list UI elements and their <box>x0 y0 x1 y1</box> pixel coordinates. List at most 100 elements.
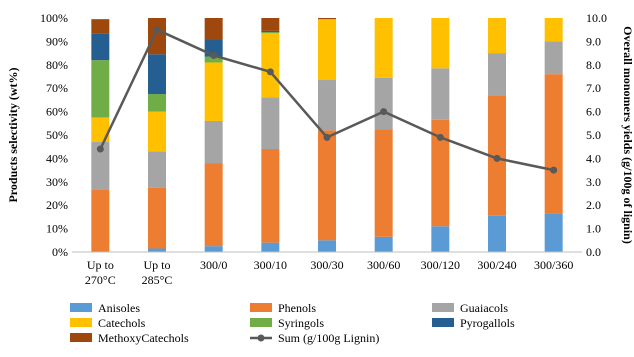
y2-axis-title: Overall monomers yields (g/100g of ligni… <box>621 26 634 244</box>
x-tick-label-line: Up to <box>87 258 114 272</box>
sum-point-4 <box>323 133 331 141</box>
x-tick-label-line: 300/60 <box>367 258 400 272</box>
x-tick-label-line: 300/360 <box>534 258 573 272</box>
sum-point-3 <box>266 68 274 76</box>
y2-tick-label: 4.0 <box>586 151 601 165</box>
x-tick-label: 300/60 <box>367 258 400 272</box>
legend-swatch-pyrogallols <box>432 318 454 327</box>
sum-point-2 <box>210 51 218 59</box>
x-tick-label: 300/30 <box>310 258 343 272</box>
legend-label-guaiacols: Guaiacols <box>460 301 508 315</box>
bar-pyrogallols-3 <box>261 30 280 33</box>
bar-anisoles-8 <box>544 213 563 252</box>
bar-guaiacols-7 <box>488 53 506 96</box>
y-tick-label: 10% <box>46 222 68 236</box>
y-tick-label: 20% <box>46 198 68 212</box>
y2-tick-label: 3.0 <box>586 175 601 189</box>
legend-swatch-anisoles <box>70 303 92 312</box>
bar-methoxycatechols-3 <box>261 18 280 31</box>
bar-methoxycatechols-0 <box>91 19 110 34</box>
bar-catechols-5 <box>374 18 393 78</box>
bar-catechols-4 <box>318 19 336 81</box>
bar-phenols-6 <box>431 119 450 227</box>
bar-syringols-3 <box>261 32 280 34</box>
legend-swatch-syringols <box>250 318 272 327</box>
bar-phenols-1 <box>148 187 166 249</box>
sum-point-1 <box>153 26 161 34</box>
legend-label-anisoles: Anisoles <box>98 301 140 315</box>
x-tick-label: 300/360 <box>534 258 573 272</box>
bar-catechols-3 <box>261 33 280 98</box>
y-axis-title: Products selectivity (wt%) <box>6 67 20 202</box>
x-tick-label: 300/240 <box>477 258 516 272</box>
y-tick-label: 0% <box>52 245 68 259</box>
y-tick-label: 30% <box>46 175 68 189</box>
bar-methoxycatechols-1 <box>148 18 166 55</box>
bar-anisoles-2 <box>204 246 223 252</box>
bar-phenols-4 <box>318 130 336 241</box>
y2-tick-label: 9.0 <box>586 34 601 48</box>
y2-tick-label: 5.0 <box>586 128 601 142</box>
y2-tick-label: 8.0 <box>586 58 601 72</box>
bar-anisoles-7 <box>488 215 506 252</box>
bar-guaiacols-6 <box>431 68 450 120</box>
legend-label-sum: Sum (g/100g Lignin) <box>278 331 379 345</box>
bar-pyrogallols-1 <box>148 54 166 95</box>
legend-label-methoxycatechols: MethoxyCatechols <box>98 331 189 345</box>
sum-point-6 <box>436 133 444 141</box>
bar-syringols-1 <box>148 94 166 112</box>
x-tick-label-line: Up to <box>144 258 171 272</box>
bar-guaiacols-5 <box>374 77 393 130</box>
x-tick-label-line: 300/10 <box>254 258 287 272</box>
bar-anisoles-5 <box>374 236 393 252</box>
bar-phenols-8 <box>544 74 563 214</box>
x-tick-label: 300/10 <box>254 258 287 272</box>
x-tick-label: 300/120 <box>421 258 460 272</box>
y2-tick-label: 6.0 <box>586 105 601 119</box>
bar-catechols-6 <box>431 18 450 69</box>
x-tick-label-line: 300/30 <box>310 258 343 272</box>
legend-marker-sum <box>257 334 265 342</box>
legend-swatch-phenols <box>250 303 272 312</box>
y-tick-label: 80% <box>46 58 68 72</box>
bar-phenols-5 <box>374 129 393 237</box>
sum-point-5 <box>380 108 388 116</box>
bar-catechols-0 <box>91 117 110 143</box>
bar-guaiacols-4 <box>318 80 336 131</box>
legend-swatch-catechols <box>70 318 92 327</box>
bar-guaiacols-3 <box>261 97 280 150</box>
bar-methoxycatechols-2 <box>204 18 223 40</box>
bar-methoxycatechols-4 <box>318 18 336 20</box>
y-tick-label: 100% <box>40 11 68 25</box>
legend-label-pyrogallols: Pyrogallols <box>460 316 515 330</box>
x-tick-label-line: 300/240 <box>477 258 516 272</box>
legend-label-phenols: Phenols <box>278 301 316 315</box>
bar-pyrogallols-0 <box>91 33 110 61</box>
bar-catechols-2 <box>204 62 223 121</box>
bar-syringols-2 <box>204 56 223 63</box>
y2-tick-label: 10.0 <box>586 11 607 25</box>
bar-guaiacols-0 <box>91 142 110 190</box>
y-tick-label: 50% <box>46 128 68 142</box>
legend-swatch-guaiacols <box>432 303 454 312</box>
x-tick-label: Up to 285°C <box>142 258 173 287</box>
x-tick-label-line: 300/0 <box>200 258 227 272</box>
bar-anisoles-4 <box>318 240 336 252</box>
y-tick-label: 90% <box>46 34 68 48</box>
legend-swatch-methoxycatechols <box>70 333 92 342</box>
y-tick-label: 70% <box>46 81 68 95</box>
bar-catechols-7 <box>488 18 506 54</box>
sum-point-0 <box>96 145 104 153</box>
bar-phenols-2 <box>204 163 223 247</box>
x-tick-label-line: 270°C <box>85 273 116 287</box>
legend-label-catechols: Catechols <box>98 316 146 330</box>
bar-syringols-0 <box>91 60 110 118</box>
bar-guaiacols-8 <box>544 41 563 75</box>
bar-phenols-3 <box>261 149 280 243</box>
bar-guaiacols-1 <box>148 151 166 188</box>
bar-catechols-8 <box>544 18 563 42</box>
x-tick-label-line: 285°C <box>142 273 173 287</box>
bar-anisoles-3 <box>261 242 280 252</box>
